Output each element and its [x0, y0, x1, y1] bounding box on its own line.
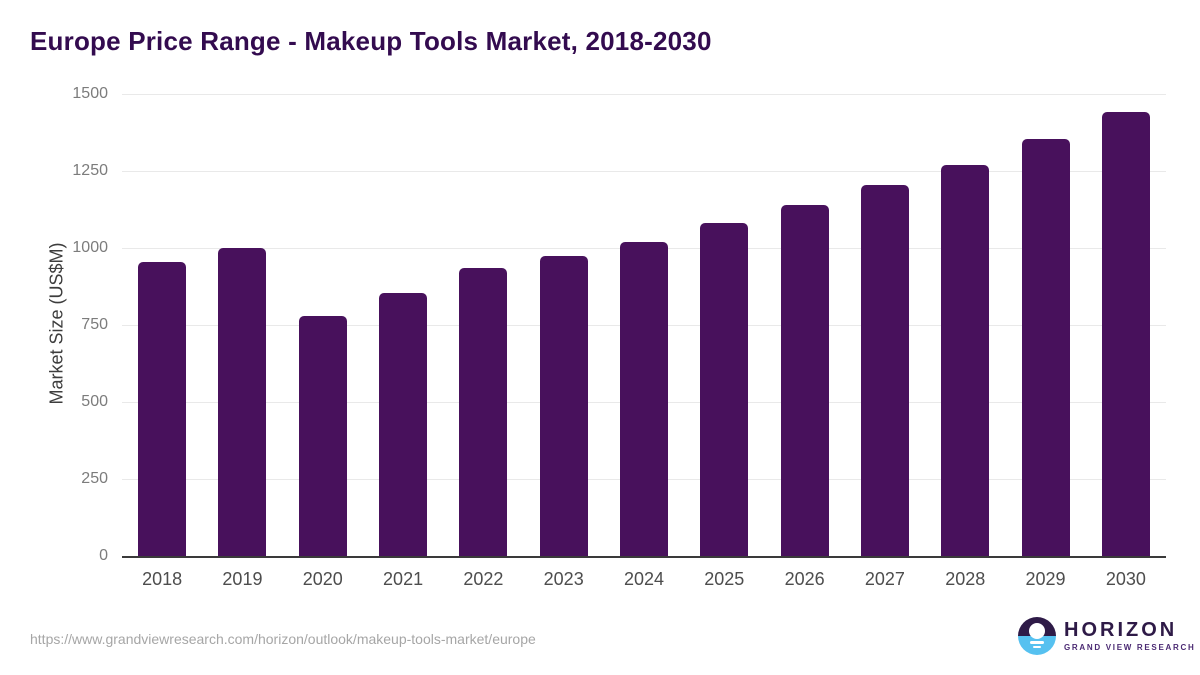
- x-tick-label-2024: 2024: [623, 569, 665, 589]
- x-tick-label-2028: 2028: [945, 569, 986, 589]
- y-tick-label-750: 750: [81, 316, 108, 333]
- logo-text-block: HORIZON GRAND VIEW RESEARCH: [1064, 620, 1195, 652]
- logo-name: HORIZON: [1064, 619, 1178, 641]
- bar-2020: [298, 315, 347, 556]
- horizon-logo-icon: [1018, 617, 1056, 655]
- x-tick-label-2021: 2021: [383, 569, 424, 589]
- x-tick-label-2027: 2027: [864, 569, 905, 589]
- logo-sun-icon: [1029, 623, 1045, 639]
- y-tick-label-500: 500: [81, 393, 108, 410]
- chart-title: Europe Price Range - Makeup Tools Market…: [30, 26, 712, 56]
- x-tick-label-2023: 2023: [543, 569, 584, 589]
- bar-2028: [941, 164, 990, 556]
- bar-2029: [1021, 138, 1070, 556]
- x-tick-label-2029: 2029: [1025, 569, 1066, 589]
- y-tick-label-1500: 1500: [72, 85, 108, 102]
- logo-horizon-line: [1030, 641, 1044, 644]
- bar-2025: [700, 223, 749, 556]
- x-tick-label-2020: 2020: [302, 569, 343, 589]
- bar-2018: [138, 261, 187, 556]
- x-tick-label-2018: 2018: [142, 569, 183, 589]
- bar-2023: [539, 255, 588, 556]
- bar-2030: [1101, 112, 1150, 556]
- bar-2024: [620, 241, 668, 556]
- bar-2026: [780, 204, 829, 556]
- gridline-1500: [122, 94, 1166, 95]
- x-tick-label-2022: 2022: [463, 569, 504, 589]
- logo-subtitle: GRAND VIEW RESEARCH: [1064, 643, 1196, 652]
- y-tick-label-1000: 1000: [72, 239, 108, 256]
- x-tick-label-2026: 2026: [784, 569, 825, 589]
- y-tick-label-1250: 1250: [72, 162, 108, 179]
- logo-horizon-line: [1033, 645, 1041, 648]
- x-axis-line: [122, 556, 1166, 558]
- y-tick-label-250: 250: [81, 470, 108, 487]
- horizon-logo: HORIZON GRAND VIEW RESEARCH: [1018, 617, 1195, 655]
- source-url: https://www.grandviewresearch.com/horizo…: [30, 631, 536, 647]
- x-tick-label-2030: 2030: [1105, 569, 1146, 589]
- bar-2027: [860, 184, 909, 556]
- x-tick-label-2025: 2025: [704, 569, 745, 589]
- y-tick-label-0: 0: [99, 547, 108, 564]
- bar-2022: [459, 268, 508, 556]
- x-tick-label-2019: 2019: [222, 569, 263, 589]
- bar-2019: [218, 248, 267, 556]
- gridline-1250: [122, 171, 1166, 172]
- bar-2021: [379, 292, 428, 556]
